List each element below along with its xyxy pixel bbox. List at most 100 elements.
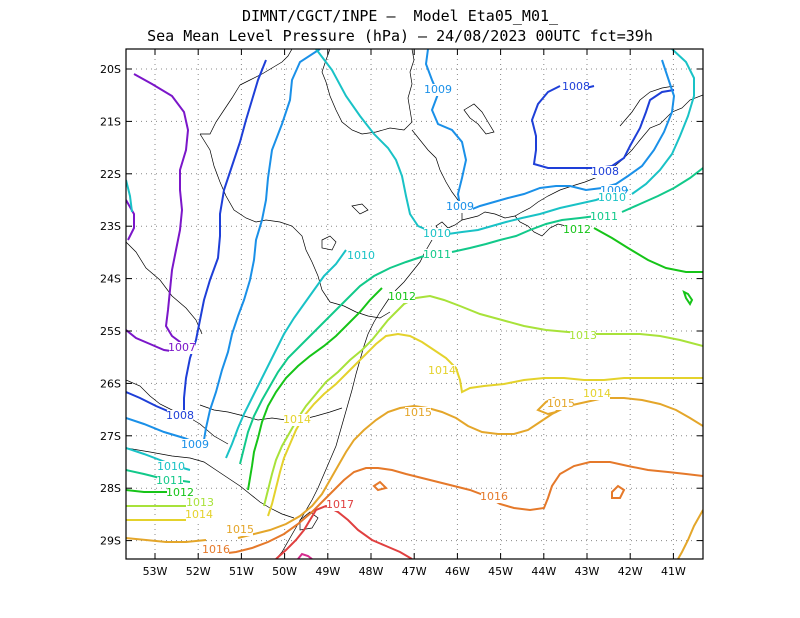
isobar-1008-b: [126, 391, 171, 413]
isobar-1010-tl: [126, 179, 133, 213]
contour-label-1010: 1010: [598, 191, 626, 204]
lat-label: 28S: [100, 482, 121, 495]
contour-label-bg: [564, 224, 590, 236]
lon-label: 41W: [661, 565, 686, 578]
lon-label: 42W: [618, 565, 643, 578]
contour-label-bg: [284, 414, 310, 426]
isobar-1007: [133, 73, 190, 351]
lon-label: 49W: [315, 565, 340, 578]
isobar-1009-w: [203, 49, 321, 441]
isobar-1012: [593, 227, 703, 273]
contour-label-bg: [447, 201, 473, 213]
contour-label-bg: [591, 211, 617, 223]
contour-label-1012: 1012: [166, 486, 194, 499]
isobar-1016-loop-2: [372, 480, 388, 492]
lat-label: 25S: [100, 325, 121, 338]
contour-label-1010: 1010: [157, 460, 185, 473]
lat-label: 27S: [100, 430, 121, 443]
lagoon: [299, 511, 319, 531]
isobar-1012-loop: [682, 290, 694, 306]
contour-label-1016: 1016: [480, 490, 508, 503]
contour-label-bg: [424, 249, 450, 261]
isobar-1012-w: [247, 287, 383, 491]
contour-label-bg: [157, 475, 183, 487]
isobar-1015-se: [677, 509, 703, 559]
isobar-1014: [267, 332, 703, 517]
contour-label-bg: [187, 497, 213, 509]
contour-label-bg: [563, 81, 589, 93]
axis-ticks: [126, 49, 703, 559]
contour-label-bg: [592, 166, 618, 178]
contour-label-bg: [203, 544, 229, 556]
contour-label-1016: 1016: [202, 543, 230, 556]
isobar-1010-ne: [631, 49, 695, 195]
contour-label-bg: [548, 398, 574, 410]
contour-label-1014: 1014: [583, 387, 611, 400]
isobar-1017: [275, 504, 413, 559]
lon-label: 48W: [359, 565, 384, 578]
isobar-1015-s: [126, 537, 207, 543]
contour-label-bg: [425, 84, 451, 96]
isobar-1009: [424, 49, 469, 209]
contour-label-bg: [167, 487, 193, 499]
isobar-1013: [263, 294, 703, 507]
contour-label-bg: [186, 509, 212, 521]
isobar-1007-b: [126, 329, 179, 353]
contour-label-bg: [169, 342, 195, 354]
contour-label-1009: 1009: [424, 83, 452, 96]
isobar-1011-w: [239, 255, 425, 465]
contour-label-bg: [348, 250, 374, 262]
chart-title: DIMNT/CGCT/INPE – Model Eta05_M01_ Sea M…: [0, 6, 800, 46]
contour-label-1014: 1014: [185, 508, 213, 521]
contour-label-bg: [429, 365, 455, 377]
contour-label-1011: 1011: [423, 248, 451, 261]
contour-label-1008: 1008: [166, 409, 194, 422]
lat-label: 23S: [100, 220, 121, 233]
isobar-1018: [297, 552, 313, 559]
isobar-1007-c: [126, 199, 135, 241]
contour-label-1013: 1013: [186, 496, 214, 509]
contour-label-1009: 1009: [446, 200, 474, 213]
contour-label-1011: 1011: [590, 210, 618, 223]
contour-label-1017: 1017: [326, 498, 354, 511]
lon-label: 46W: [445, 565, 470, 578]
contour-label-1008: 1008: [562, 80, 590, 93]
contour-label-bg: [481, 491, 507, 503]
contour-label-1015: 1015: [226, 523, 254, 536]
lon-label: 51W: [229, 565, 254, 578]
contour-label-1014: 1014: [428, 364, 456, 377]
title-line-1: DIMNT/CGCT/INPE – Model Eta05_M01_: [241, 7, 559, 25]
isobar-1016-loop: [611, 484, 626, 499]
lat-label: 26S: [100, 377, 121, 390]
contour-label-bg: [182, 439, 208, 451]
lon-label: 47W: [402, 565, 427, 578]
contour-label-bg: [405, 407, 431, 419]
contour-label-bg: [389, 291, 415, 303]
lon-label: 43W: [575, 565, 600, 578]
contour-label-1010: 1010: [423, 227, 451, 240]
lon-label: 44W: [531, 565, 556, 578]
contour-label-1011: 1011: [156, 474, 184, 487]
isobar-1011: [621, 167, 703, 213]
contour-label-1009: 1009: [181, 438, 209, 451]
island: [321, 235, 337, 251]
state-border-3: [199, 133, 331, 303]
lat-label: 21S: [100, 115, 121, 128]
lat-label: 22S: [100, 168, 121, 181]
isobar-1016: [219, 461, 703, 555]
contour-label-bg: [327, 499, 353, 511]
paraguay-border: [126, 241, 203, 335]
state-border-6: [199, 404, 343, 421]
contour-label-bg: [167, 410, 193, 422]
contour-label-bg: [599, 192, 625, 204]
contour-label-bg: [584, 388, 610, 400]
contour-label-bg: [424, 228, 450, 240]
contour-label-1015: 1015: [547, 397, 575, 410]
longitude-labels: 53W 52W 51W 50W 49W 48W 47W 46W 45W 44W 43W 42W 41W: [143, 565, 686, 578]
contour-label-bg: [158, 461, 184, 473]
lat-label: 24S: [100, 273, 121, 286]
lon-label: 53W: [143, 565, 168, 578]
isobar-1008: [183, 59, 267, 414]
